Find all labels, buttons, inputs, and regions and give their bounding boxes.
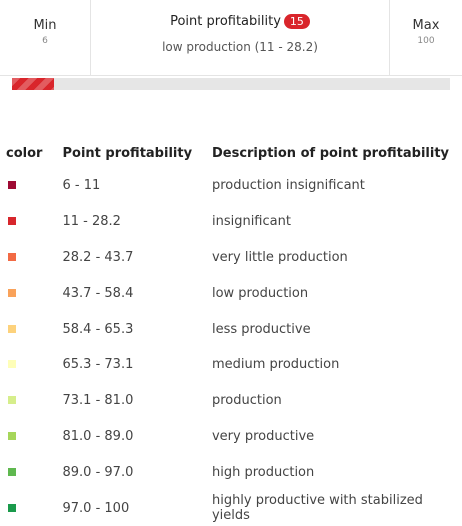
- table-row: 28.2 - 43.7 very little production: [0, 240, 462, 276]
- column-header: Point profitability: [62, 145, 193, 161]
- color-cell: [0, 311, 63, 347]
- description-cell: medium production: [211, 357, 340, 373]
- color-cell: [0, 490, 63, 526]
- table-row: 97.0 - 100 highly productive with stabili…: [0, 490, 462, 526]
- description-cell: low production: [211, 285, 309, 301]
- color-cell: [0, 240, 63, 276]
- color-cell: [0, 168, 63, 204]
- color-swatch: [8, 396, 16, 405]
- table-row: 65.3 - 73.1 medium production: [0, 347, 462, 383]
- description-cell: production insignificant: [211, 178, 365, 194]
- range-cell: 73.1 - 81.0: [62, 393, 134, 409]
- table-row: 6 - 11 production insignificant: [0, 168, 462, 204]
- range-cell: 11 - 28.2: [62, 214, 121, 230]
- table-row: 81.0 - 89.0 very productive: [0, 419, 462, 455]
- range-cell: 97.0 - 100: [62, 500, 130, 516]
- legend-table: color Point profitability Description of p…: [0, 138, 462, 526]
- table-row: 11 - 28.2 insignificant: [0, 204, 462, 240]
- color-swatch: [8, 217, 16, 226]
- range-cell: 81.0 - 89.0: [62, 428, 134, 444]
- range-cell: 89.0 - 97.0: [62, 464, 134, 480]
- color-cell: [0, 347, 63, 383]
- color-swatch: [8, 288, 16, 297]
- progress-fill: [12, 78, 54, 90]
- title-cell: Point profitability 15 low production (11 …: [91, 0, 390, 75]
- description-cell: insignificant: [211, 214, 291, 230]
- table-row: 89.0 - 97.0 high production: [0, 454, 462, 490]
- range-cell: 43.7 - 58.4: [62, 285, 134, 301]
- color-cell: [0, 383, 63, 419]
- description-cell: less productive: [211, 321, 311, 337]
- title: Point profitability 15: [91, 14, 389, 29]
- color-cell: [0, 419, 63, 455]
- max-value: 100: [417, 36, 435, 46]
- color-cell: [0, 275, 63, 311]
- description-cell: production: [211, 393, 282, 409]
- progress-track: [12, 78, 450, 90]
- min-cell: Min 6: [0, 0, 91, 75]
- max-cell: Max 100: [390, 0, 462, 75]
- column-header: color: [6, 145, 43, 161]
- max-label: Max: [412, 18, 440, 33]
- description-cell: very little production: [211, 249, 348, 265]
- table-row: 43.7 - 58.4 low production: [0, 275, 462, 311]
- table-row: 58.4 - 65.3 less productive: [0, 311, 462, 347]
- column-header: Description of point profitability: [211, 145, 450, 161]
- badge: 15: [283, 14, 310, 29]
- table-row: 73.1 - 81.0 production: [0, 383, 462, 419]
- min-label: Min: [33, 18, 57, 33]
- color-swatch: [8, 252, 16, 261]
- color-cell: [0, 454, 63, 490]
- color-swatch: [8, 181, 16, 190]
- color-swatch: [8, 431, 16, 440]
- description-cell: high production: [211, 464, 315, 480]
- min-value: 6: [42, 36, 48, 46]
- color-swatch: [8, 324, 16, 333]
- range-cell: 6 - 11: [62, 178, 101, 194]
- range-cell: 28.2 - 43.7: [62, 249, 134, 265]
- color-swatch: [8, 467, 16, 476]
- header-row: color Point profitability Description of p…: [0, 138, 462, 168]
- range-cell: 65.3 - 73.1: [62, 357, 134, 373]
- subtitle: low production (11 - 28.2): [162, 40, 318, 54]
- header: Min 6 Point profitability 15 low production…: [0, 0, 462, 76]
- color-cell: [0, 204, 63, 240]
- color-swatch: [8, 503, 16, 512]
- description-cell: very productive: [211, 428, 315, 444]
- range-cell: 58.4 - 65.3: [62, 321, 134, 337]
- title-text: Point profitability: [170, 14, 281, 29]
- color-swatch: [8, 360, 16, 369]
- description-cell: highly productive with stabilized yields: [211, 493, 423, 524]
